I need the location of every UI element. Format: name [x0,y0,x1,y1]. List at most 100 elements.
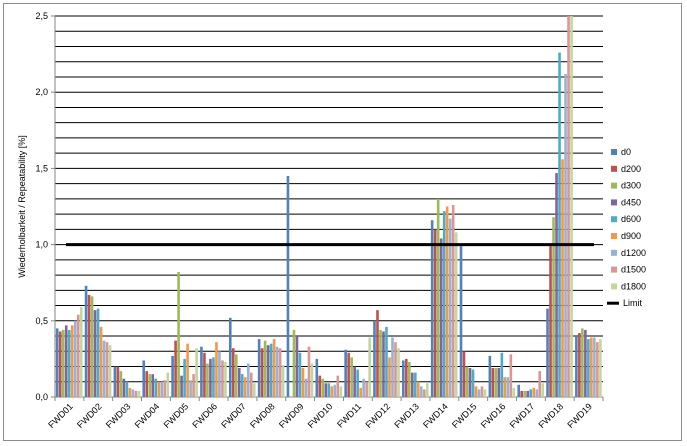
bar-d1800-FWD17 [541,383,544,397]
bar-d450-FWD10 [324,383,328,397]
bar-d1200-FWD03 [131,389,135,397]
legend-swatch-d1500 [611,266,617,273]
bar-d1500-FWD09 [307,346,311,397]
bar-d900-FWD02 [99,326,103,397]
bar-d450-FWD02 [93,310,97,397]
x-tick-label: FWD04 [133,401,162,430]
bar-d1500-FWD10 [336,375,340,397]
legend-label-d900: d900 [621,231,641,241]
bar-d300-FWD16 [494,368,498,397]
bar-d200-FWD04 [145,371,149,397]
bar-d1800-FWD10 [339,386,343,397]
bar-d300-FWD06 [206,363,209,397]
bar-d1800-FWD02 [108,345,112,397]
bar-d1200-FWD09 [304,378,308,397]
bar-d0-FWD13 [402,360,405,397]
bar-d1200-FWD08 [275,346,279,397]
x-tick-label: FWD11 [335,401,363,429]
bar-d1800-FWD04 [166,372,170,397]
x-tick-label: FWD14 [421,401,450,430]
bar-d1200-FWD10 [333,384,337,397]
bar-d200-FWD12 [376,310,379,397]
bar-d300-FWD04 [148,374,152,397]
bar-d450-FWD09 [295,336,299,397]
y-tick-label: 0,5 [35,316,48,326]
bar-d1500-FWD15 [480,386,484,397]
bar-d450-FWD17 [526,390,529,397]
bar-d600-FWD01 [67,329,71,397]
bar-d600-FWD10 [327,383,331,397]
bar-d600-FWD02 [96,308,100,397]
legend-label-d600: d600 [621,214,641,224]
bar-d1800-FWD09 [310,363,314,397]
bar-d200-FWD17 [520,390,523,397]
bar-d300-FWD19 [581,328,584,397]
bar-d600-FWD05 [183,358,186,397]
bar-d0-FWD18 [546,308,549,397]
bar-d0-FWD05 [171,355,174,397]
bar-d450-FWD14 [439,238,443,397]
bar-d0-FWD04 [142,360,146,397]
bar-d1800-FWD06 [224,361,227,397]
y-tick-label: 2,5 [35,11,48,21]
bar-d1800-FWD19 [599,339,602,397]
bar-d200-FWD07 [231,348,235,397]
x-tick-label: FWD09 [277,401,306,430]
bar-d200-FWD15 [462,351,466,397]
bar-d1500-FWD06 [221,360,224,397]
bar-d1200-FWD14 [448,218,452,397]
x-tick-label: FWD17 [508,401,537,430]
bar-d1500-FWD17 [538,371,541,397]
bar-d1500-FWD02 [105,342,109,397]
x-tick-label: FWD08 [248,401,277,430]
bar-d300-FWD07 [234,354,238,397]
bar-d1500-FWD14 [451,204,455,397]
bar-d600-FWD03 [125,381,129,397]
bar-d600-FWD19 [587,339,590,397]
bar-d1200-FWD12 [391,337,394,397]
bar-d600-FWD08 [269,343,273,397]
bar-d600-FWD09 [298,352,302,397]
x-tick-label: FWD13 [392,401,421,430]
bar-d1800-FWD03 [137,390,141,397]
bar-d200-FWD05 [174,340,177,397]
bar-d1500-FWD18 [567,16,570,397]
bar-d300-FWD15 [465,366,469,397]
bar-d450-FWD06 [209,358,212,397]
bar-d1500-FWD08 [278,348,282,397]
bar-d1500-FWD03 [134,390,138,397]
bar-d200-FWD11 [347,352,350,397]
bar-d300-FWD14 [436,198,440,397]
bar-d1200-FWD04 [160,381,164,397]
bar-d1500-FWD07 [249,372,253,397]
bar-d300-FWD05 [177,272,180,397]
bar-d1200-FWD16 [506,377,510,397]
bar-d1200-FWD17 [535,389,538,397]
bar-d0-FWD06 [200,346,203,397]
bar-d300-FWD02 [90,296,94,397]
bar-d900-FWD15 [474,386,478,397]
bar-d450-FWD15 [468,368,472,397]
bar-d600-FWD13 [414,372,417,397]
bar-d0-FWD15 [459,246,463,397]
x-tick-label: FWD18 [537,401,566,430]
bar-d200-FWD16 [491,368,495,397]
bar-d600-FWD12 [385,326,388,397]
bar-d1200-FWD02 [102,340,106,397]
bar-d0-FWD01 [55,328,59,397]
bar-d0-FWD08 [257,339,261,397]
x-tick-label: FWD19 [565,401,594,430]
bar-d450-FWD04 [151,374,155,397]
bar-d450-FWD07 [237,368,241,397]
bar-d450-FWD08 [266,345,270,397]
bar-d300-FWD13 [408,361,411,397]
bar-d450-FWD12 [382,331,385,397]
bar-d450-FWD05 [180,375,183,397]
bar-d0-FWD02 [84,285,88,397]
bar-d900-FWD03 [128,387,132,397]
bar-d450-FWD01 [64,325,68,397]
bar-d450-FWD18 [555,172,558,397]
legend-label-d1800: d1800 [621,281,646,291]
bar-d450-FWD16 [497,368,501,397]
